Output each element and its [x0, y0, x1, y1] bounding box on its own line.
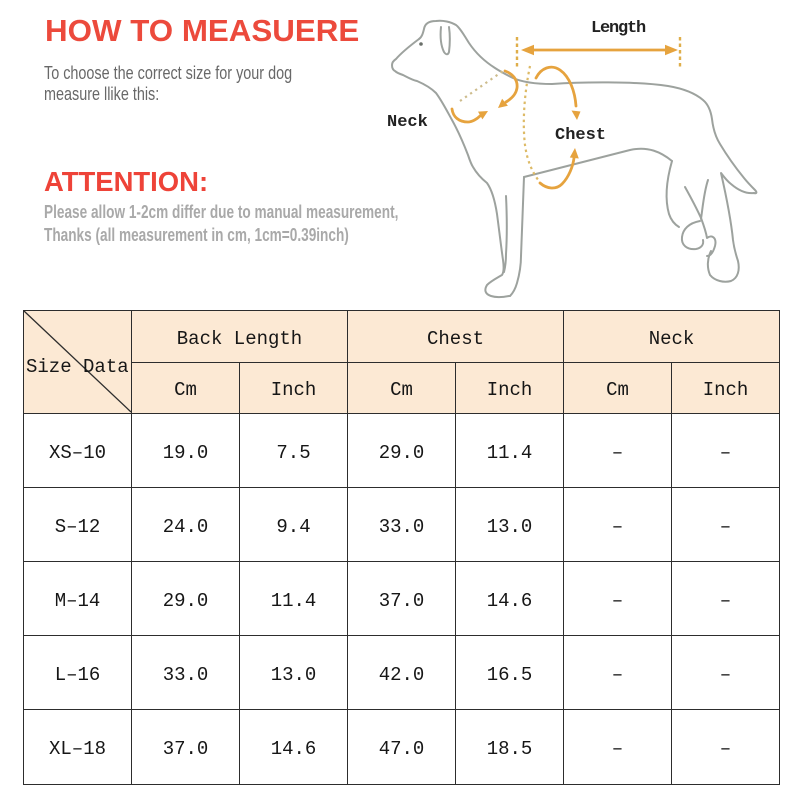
svg-text:Neck: Neck: [387, 113, 428, 132]
svg-text:Length: Length: [591, 19, 646, 38]
svg-text:Chest: Chest: [555, 126, 606, 145]
